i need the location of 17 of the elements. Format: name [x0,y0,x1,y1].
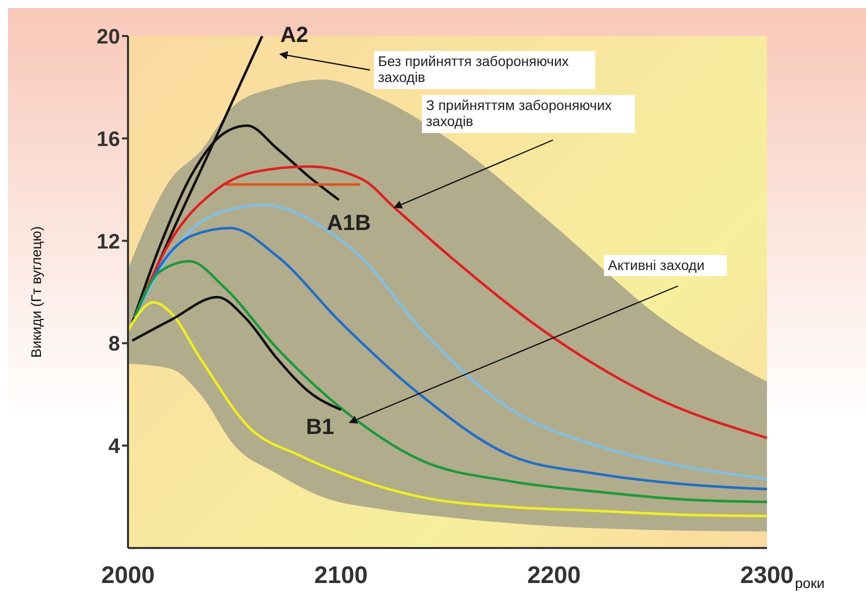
series-label: B1 [306,414,334,439]
series-label: A1B [326,210,371,235]
x-tick-label: 2200 [527,562,581,590]
x-axis-title: роки [795,575,825,591]
y-axis-title: Викиди (Гт вуглецю) [28,226,44,358]
x-tick-label: 2300 [740,562,794,590]
x-tick-label: 2100 [314,562,368,590]
annotation: З прийняттям забороняючих заходів [426,97,612,129]
series-label: A2 [280,22,308,47]
y-tick-label: 8 [108,332,120,356]
y-tick-label: 12 [96,230,120,254]
annotation: Без прийняття забороняючих заходів [378,53,569,85]
y-tick-label: 4 [108,435,120,458]
y-tick-label: 20 [96,25,120,48]
x-tick-label: 2000 [101,562,155,590]
annotation: Активні заходи [608,257,705,273]
y-tick-label: 16 [96,128,120,151]
